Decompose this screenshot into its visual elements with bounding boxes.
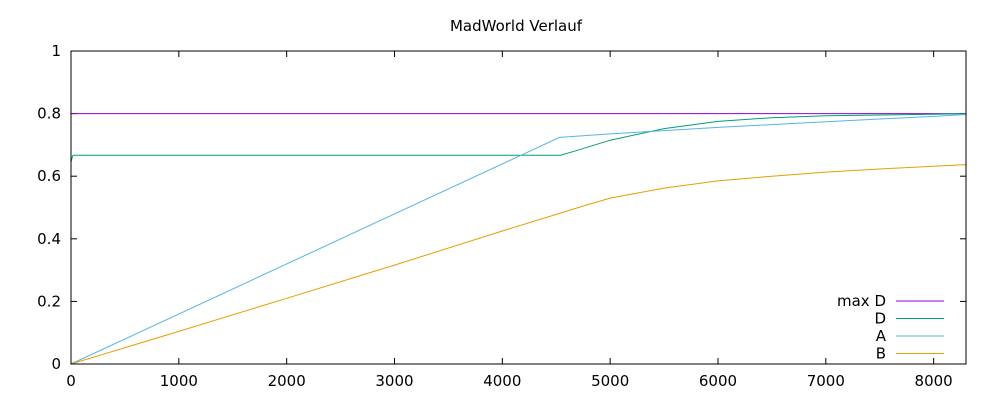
series-line-b [70,164,967,365]
y-tick-label: 0.8 [37,105,61,123]
y-tick-label: 1 [51,42,61,60]
x-tick-label: 1000 [160,372,198,390]
series-layer [70,113,967,365]
x-tick-label: 2000 [268,372,306,390]
series-line-a [70,114,967,365]
y-tick-label: 0.4 [37,230,61,248]
x-tick-label: 4000 [483,372,521,390]
axes: 0 1000 2000 3000 4000 5000 6000 7000 8000 0 0.2 0.4… [37,42,966,390]
x-tick-label: 7000 [807,372,845,390]
legend-label: A [876,327,887,345]
plot-frame [70,50,967,365]
x-tick-label: 8000 [915,372,953,390]
x-tick-label: 0 [66,372,76,390]
x-tick-label: 5000 [591,372,629,390]
x-tick-label: 6000 [699,372,737,390]
y-tick-label: 0.6 [37,167,61,185]
legend-label: max D [837,292,886,310]
x-tick-label: 3000 [375,372,413,390]
y-tick-label: 0.2 [37,292,61,310]
legend-label: D [874,310,886,328]
series-line-d [70,113,967,163]
chart-title: MadWorld Verlauf [450,17,583,35]
y-tick-label: 0 [51,355,61,373]
legend-label: B [876,345,886,363]
